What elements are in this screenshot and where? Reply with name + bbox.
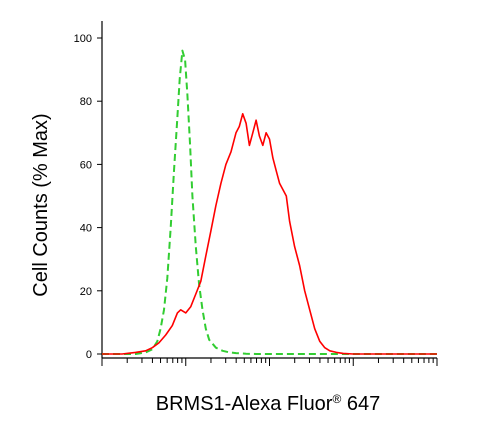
- x-axis-title-registered-mark: ®: [332, 392, 341, 406]
- series-layer: [102, 49, 437, 355]
- sample-histogram-line: [102, 113, 437, 355]
- x-ticks: [101, 358, 438, 366]
- y-tick-label: 100: [74, 33, 92, 45]
- y-tick-label: 60: [80, 159, 92, 171]
- isotype-control-line: [102, 49, 437, 355]
- y-tick-labels: 0 20 40 60 80 100: [74, 33, 92, 361]
- y-axis-title: Cell Counts (% Max): [30, 113, 52, 296]
- plot-frame: [101, 21, 437, 359]
- x-axis-title-main: BRMS1-Alexa Fluor: [156, 393, 333, 415]
- y-tick-label: 40: [80, 223, 92, 235]
- y-tick-label: 20: [80, 286, 92, 298]
- y-tick-label: 80: [80, 96, 92, 108]
- x-axis-title: BRMS1-Alexa Fluor® 647: [156, 392, 381, 415]
- y-tick-label: 0: [86, 349, 92, 361]
- x-axis-title-tail: 647: [341, 393, 380, 415]
- y-ticks: [97, 37, 102, 355]
